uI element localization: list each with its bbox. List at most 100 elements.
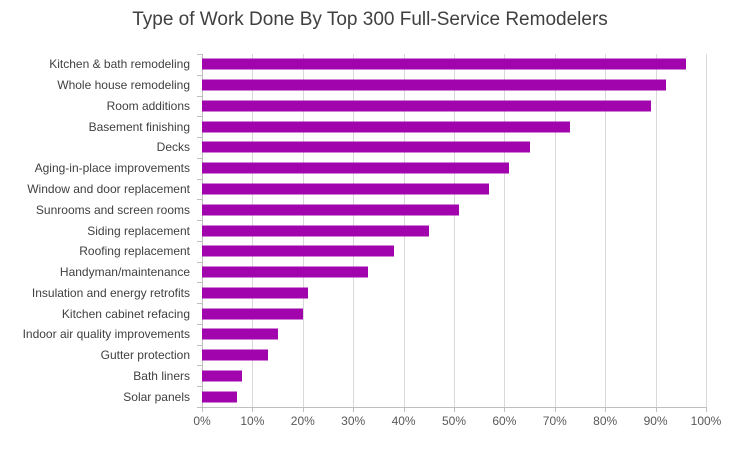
bar xyxy=(202,79,666,91)
value-axis-tick-label: 50% xyxy=(441,414,467,428)
value-axis-tick-label: 90% xyxy=(643,414,668,428)
bars-layer xyxy=(202,54,706,407)
chart-title: Type of Work Done By Top 300 Full-Servic… xyxy=(132,9,608,30)
bar xyxy=(202,204,460,216)
bar-row xyxy=(202,220,706,241)
bar xyxy=(202,183,490,195)
category-axis-tick xyxy=(197,157,202,159)
category-axis-tick xyxy=(197,282,202,284)
bar xyxy=(202,391,238,403)
value-axis-tick xyxy=(252,407,254,412)
gridline xyxy=(454,54,455,407)
bar-row xyxy=(202,54,706,75)
bar-row xyxy=(202,345,706,366)
bar xyxy=(202,225,429,236)
category-label: Kitchen cabinet refacing xyxy=(61,306,190,321)
category-axis-tick xyxy=(197,137,202,139)
category-axis-tick xyxy=(197,116,202,118)
category-label: Kitchen & bath remodeling xyxy=(49,57,190,72)
category-axis-tick xyxy=(197,344,202,346)
bar-row xyxy=(202,75,706,96)
bar-row xyxy=(202,116,706,137)
value-axis-tick xyxy=(403,407,405,412)
category-label: Gutter protection xyxy=(100,348,190,363)
bar xyxy=(202,58,686,70)
value-axis-tick-label: 20% xyxy=(290,414,315,428)
bar-row xyxy=(202,303,706,324)
bar xyxy=(202,121,570,133)
value-axis-tick-label: 100% xyxy=(690,414,722,428)
gridline xyxy=(706,54,707,407)
category-axis-tick xyxy=(197,261,202,263)
bar xyxy=(202,162,510,174)
bar-row xyxy=(202,365,706,386)
bar xyxy=(202,308,303,320)
category-label: Roofing replacement xyxy=(79,244,190,259)
bar-row xyxy=(202,262,706,283)
category-label: Indoor air quality improvements xyxy=(22,327,190,342)
category-axis-tick xyxy=(197,199,202,201)
value-axis-tick xyxy=(454,407,455,412)
category-label: Whole house remodeling xyxy=(57,78,190,93)
value-axis-tick xyxy=(655,407,657,412)
bar-row xyxy=(202,241,706,262)
bar xyxy=(202,266,369,278)
bar xyxy=(202,349,268,361)
gridline xyxy=(554,54,556,407)
category-label: Room additions xyxy=(106,98,190,113)
bar-row xyxy=(202,179,706,200)
value-axis-tick-label: 70% xyxy=(542,414,567,428)
category-axis-tick xyxy=(197,54,202,55)
category-axis-tick xyxy=(197,178,202,180)
category-axis-tick xyxy=(197,240,202,242)
bar xyxy=(202,100,651,112)
bar xyxy=(202,245,394,257)
category-label: Insulation and energy retrofits xyxy=(31,285,190,300)
value-axis-tick-label: 30% xyxy=(341,414,366,428)
value-axis-tick xyxy=(353,407,355,412)
bar-row xyxy=(202,96,706,117)
value-axis-tick-label: 80% xyxy=(593,414,618,428)
category-label: Siding replacement xyxy=(87,223,190,238)
category-axis-labels: Kitchen & bath remodeling Whole house rem… xyxy=(0,54,196,407)
value-axis-tick xyxy=(202,407,203,412)
bar-row xyxy=(202,324,706,345)
value-axis-labels: 0% 10% 20% 30% 40% 50% 60% 70% 80% 90% 100% xyxy=(193,414,721,430)
bar xyxy=(202,370,243,382)
category-axis-tick xyxy=(197,220,202,222)
value-axis-tick xyxy=(554,407,556,412)
bar xyxy=(202,141,530,153)
bar xyxy=(202,328,278,340)
category-label: Basement finishing xyxy=(88,119,190,134)
bar-row xyxy=(202,282,706,303)
value-axis-tick-label: 40% xyxy=(391,414,416,428)
value-axis-tick xyxy=(302,407,304,412)
category-label: Aging-in-place improvements xyxy=(34,161,190,176)
category-axis-tick xyxy=(197,74,202,76)
category-label: Decks xyxy=(156,140,190,155)
gridline xyxy=(504,54,506,407)
category-label: Sunrooms and screen rooms xyxy=(35,202,190,217)
category-label: Window and door replacement xyxy=(27,181,190,196)
category-axis-tick xyxy=(197,303,202,305)
gridline xyxy=(605,54,607,407)
plot-area xyxy=(202,54,707,407)
category-axis-tick xyxy=(197,407,202,408)
bar xyxy=(202,287,308,299)
bar-row xyxy=(202,199,706,220)
category-label: Solar panels xyxy=(123,389,190,404)
value-axis-tick xyxy=(504,407,506,412)
value-axis-tick-label: 60% xyxy=(492,414,517,428)
value-axis-tick-label: 10% xyxy=(240,414,265,428)
category-label: Handyman/maintenance xyxy=(59,265,190,280)
category-label: Bath liners xyxy=(133,368,190,383)
bar-row xyxy=(202,158,706,179)
value-axis-tick xyxy=(706,407,707,412)
category-axis-tick xyxy=(197,95,202,97)
category-axis-tick xyxy=(197,365,202,367)
value-axis-tick xyxy=(605,407,607,412)
category-axis-tick xyxy=(197,386,202,388)
category-axis-tick xyxy=(197,323,202,325)
bar-row xyxy=(202,137,706,158)
